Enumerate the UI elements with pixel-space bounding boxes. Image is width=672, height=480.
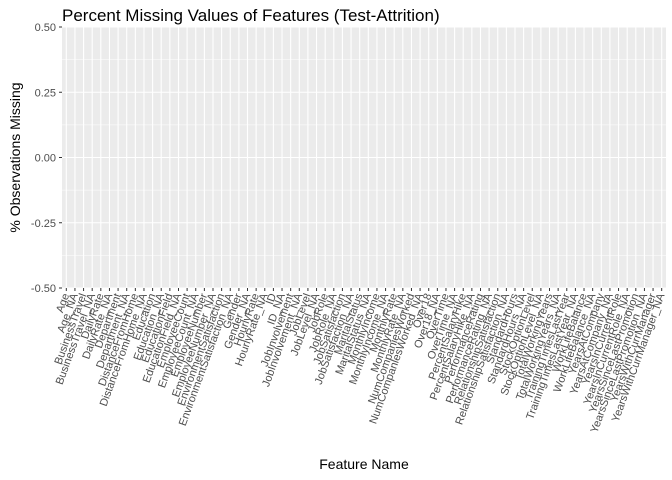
y-axis-title: % Observations Missing — [7, 82, 23, 232]
y-tick-label: 0.00 — [35, 153, 56, 165]
grid-lines — [62, 26, 666, 289]
y-tick-label: 0.50 — [35, 22, 56, 34]
x-tick-label: ID — [264, 292, 279, 306]
y-tick-label: -0.25 — [31, 218, 56, 230]
y-tick-label: -0.50 — [31, 283, 56, 295]
y-axis: -0.50 -0.25 0.00 0.25 0.50 — [31, 22, 62, 295]
y-tick-label: 0.25 — [35, 87, 56, 99]
chart-title: Percent Missing Values of Features (Test… — [62, 6, 440, 25]
x-axis-title: Feature Name — [319, 456, 409, 472]
x-axis: AgeAge_NABusinessTravelBusinessTravel_NA… — [53, 288, 668, 435]
